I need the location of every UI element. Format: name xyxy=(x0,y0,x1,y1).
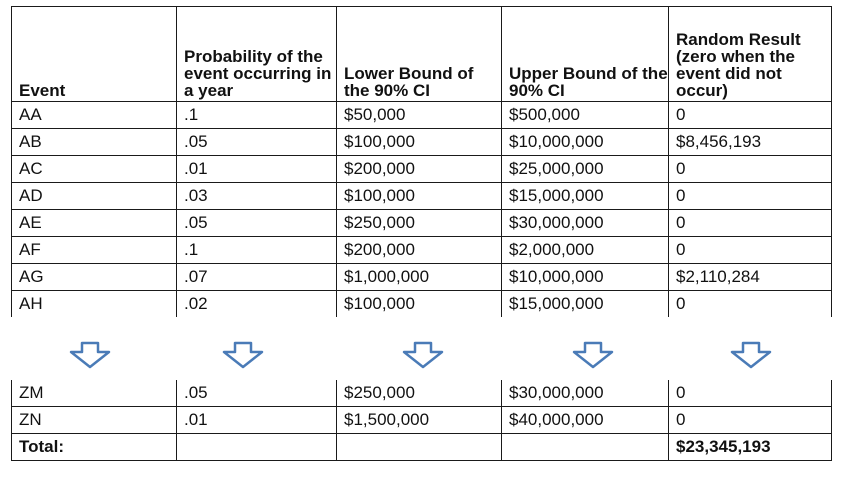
cell-lower-bound: $50,000 xyxy=(336,101,502,129)
cell-probability: .05 xyxy=(176,128,337,156)
cell-upper-bound: $10,000,000 xyxy=(501,128,669,156)
cell-probability: .07 xyxy=(176,263,337,291)
cell-lower-bound: $1,000,000 xyxy=(336,263,502,291)
cell-random-result: 0 xyxy=(668,236,832,264)
table-row: ZN .01 $1,500,000 $40,000,000 0 xyxy=(11,406,832,434)
table-row: AF .1 $200,000 $2,000,000 0 xyxy=(11,236,832,264)
cell-event: AA xyxy=(11,101,177,129)
cell-upper-bound: $15,000,000 xyxy=(501,290,669,317)
cell-random-result: 0 xyxy=(668,290,832,317)
down-arrow-icon xyxy=(69,341,111,369)
cell-probability: .03 xyxy=(176,182,337,210)
header-upper-bound: Upper Bound of the 90% CI xyxy=(501,6,669,102)
cell-upper-bound: $25,000,000 xyxy=(501,155,669,183)
cell-event: AH xyxy=(11,290,177,317)
cell-random-result: 0 xyxy=(668,406,832,434)
cell-probability: .01 xyxy=(176,155,337,183)
header-random-result: Random Result (zero when the event did n… xyxy=(668,6,832,102)
cell-random-result: 0 xyxy=(668,155,832,183)
cell-event: AE xyxy=(11,209,177,237)
cell-lower-bound: $100,000 xyxy=(336,128,502,156)
cell-lower-bound: $1,500,000 xyxy=(336,406,502,434)
table-row: AE .05 $250,000 $30,000,000 0 xyxy=(11,209,832,237)
cell-upper-bound: $15,000,000 xyxy=(501,182,669,210)
cell-event: AC xyxy=(11,155,177,183)
cell-event: AG xyxy=(11,263,177,291)
cell-lower-bound: $100,000 xyxy=(336,290,502,317)
header-event: Event xyxy=(11,6,177,102)
cell-upper-bound: $40,000,000 xyxy=(501,406,669,434)
table-row: AB .05 $100,000 $10,000,000 $8,456,193 xyxy=(11,128,832,156)
cell-upper-bound: $10,000,000 xyxy=(501,263,669,291)
header-row: Event Probability of the event occurring… xyxy=(11,6,832,102)
total-row: Total: $23,345,193 xyxy=(11,433,832,461)
cell-event: AD xyxy=(11,182,177,210)
table-row: AD .03 $100,000 $15,000,000 0 xyxy=(11,182,832,210)
cell-lower-bound: $250,000 xyxy=(336,380,502,407)
risk-events-table: Event Probability of the event occurring… xyxy=(11,6,832,317)
cell-lower-bound: $200,000 xyxy=(336,236,502,264)
cell-probability: .01 xyxy=(176,406,337,434)
cell-lower-bound: $250,000 xyxy=(336,209,502,237)
cell-empty xyxy=(176,433,337,461)
cell-upper-bound: $500,000 xyxy=(501,101,669,129)
total-label: Total: xyxy=(11,433,177,461)
cell-empty xyxy=(501,433,669,461)
cell-random-result: $8,456,193 xyxy=(668,128,832,156)
table-row: AG .07 $1,000,000 $10,000,000 $2,110,284 xyxy=(11,263,832,291)
cell-event: AB xyxy=(11,128,177,156)
cell-random-result: 0 xyxy=(668,209,832,237)
cell-upper-bound: $30,000,000 xyxy=(501,209,669,237)
continuation-arrows xyxy=(11,341,831,371)
cell-upper-bound: $30,000,000 xyxy=(501,380,669,407)
cell-random-result: 0 xyxy=(668,380,832,407)
table-row: ZM .05 $250,000 $30,000,000 0 xyxy=(11,380,832,407)
risk-events-table-continued: ZM .05 $250,000 $30,000,000 0 ZN .01 $1,… xyxy=(11,380,832,461)
cell-probability: .1 xyxy=(176,236,337,264)
table-row: AH .02 $100,000 $15,000,000 0 xyxy=(11,290,832,317)
cell-random-result: 0 xyxy=(668,182,832,210)
cell-probability: .05 xyxy=(176,209,337,237)
down-arrow-icon xyxy=(572,341,614,369)
cell-lower-bound: $100,000 xyxy=(336,182,502,210)
header-probability: Probability of the event occurring in a … xyxy=(176,6,337,102)
cell-event: ZN xyxy=(11,406,177,434)
table-row: AA .1 $50,000 $500,000 0 xyxy=(11,101,832,129)
cell-upper-bound: $2,000,000 xyxy=(501,236,669,264)
down-arrow-icon xyxy=(402,341,444,369)
table-row: AC .01 $200,000 $25,000,000 0 xyxy=(11,155,832,183)
cell-empty xyxy=(336,433,502,461)
down-arrow-icon xyxy=(222,341,264,369)
cell-random-result: 0 xyxy=(668,101,832,129)
header-lower-bound: Lower Bound of the 90% CI xyxy=(336,6,502,102)
cell-random-result: $2,110,284 xyxy=(668,263,832,291)
cell-probability: .02 xyxy=(176,290,337,317)
cell-lower-bound: $200,000 xyxy=(336,155,502,183)
cell-event: AF xyxy=(11,236,177,264)
down-arrow-icon xyxy=(730,341,772,369)
cell-probability: .1 xyxy=(176,101,337,129)
cell-event: ZM xyxy=(11,380,177,407)
total-value: $23,345,193 xyxy=(668,433,832,461)
cell-probability: .05 xyxy=(176,380,337,407)
